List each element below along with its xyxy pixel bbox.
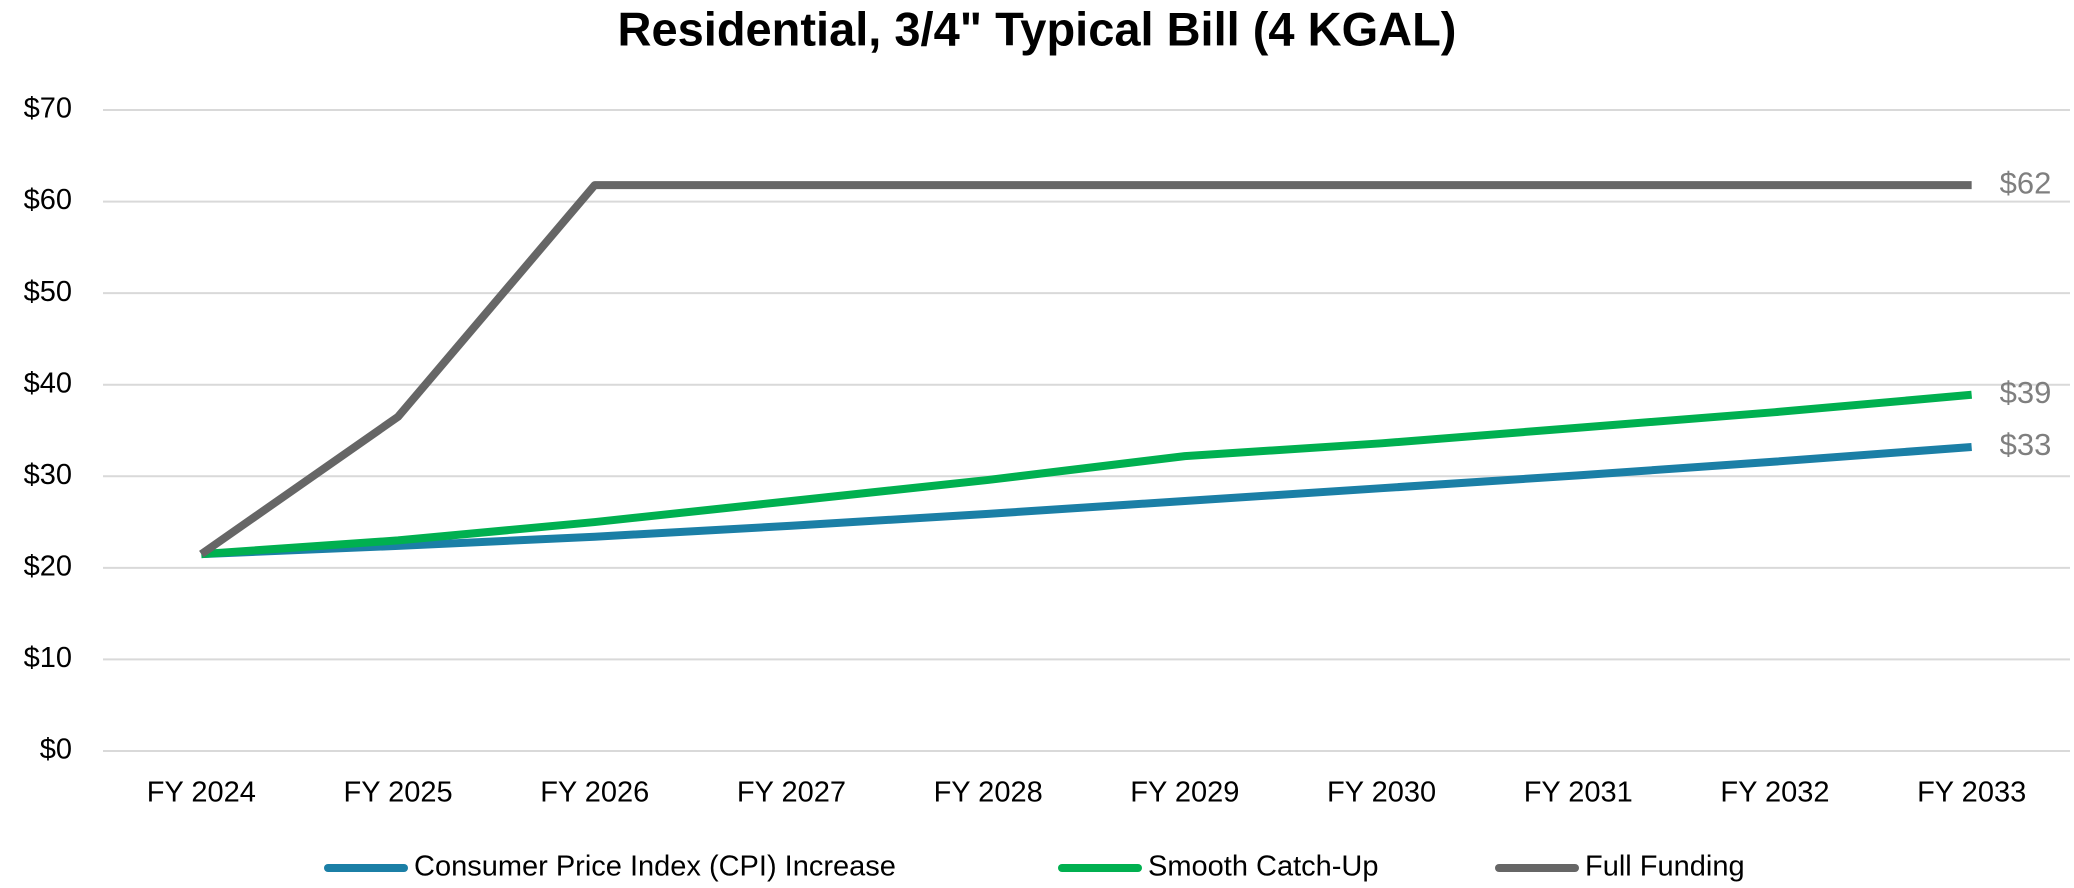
legend-label: Smooth Catch-Up bbox=[1148, 851, 1379, 883]
legend-label: Consumer Price Index (CPI) Increase bbox=[414, 851, 896, 883]
y-tick-label: $10 bbox=[24, 642, 72, 674]
y-tick-label: $60 bbox=[24, 184, 72, 216]
legend-label: Full Funding bbox=[1585, 851, 1745, 883]
y-tick-label: $70 bbox=[24, 93, 72, 125]
y-tick-label: $30 bbox=[24, 459, 72, 491]
x-tick-label: FY 2027 bbox=[737, 777, 846, 809]
x-tick-label: FY 2029 bbox=[1130, 777, 1239, 809]
data-label: $62 bbox=[2000, 165, 2052, 200]
series-line bbox=[199, 181, 1972, 558]
x-tick-label: FY 2024 bbox=[147, 777, 256, 809]
x-tick-label: FY 2032 bbox=[1720, 777, 1829, 809]
x-tick-label: FY 2031 bbox=[1524, 777, 1633, 809]
x-tick-label: FY 2026 bbox=[540, 777, 649, 809]
y-tick-label: $50 bbox=[24, 276, 72, 308]
y-tick-label: $20 bbox=[24, 551, 72, 583]
x-tick-label: FY 2028 bbox=[934, 777, 1043, 809]
x-tick-label: FY 2025 bbox=[343, 777, 452, 809]
series-line bbox=[201, 442, 1972, 559]
y-tick-label: $40 bbox=[24, 367, 72, 399]
x-tick-label: FY 2033 bbox=[1917, 777, 2026, 809]
series-line bbox=[201, 390, 1973, 559]
x-tick-label: FY 2030 bbox=[1327, 777, 1436, 809]
y-tick-label: $0 bbox=[40, 734, 72, 766]
data-label: $33 bbox=[2000, 427, 2052, 462]
data-label: $39 bbox=[2000, 375, 2052, 410]
chart-title: Residential, 3/4" Typical Bill (4 KGAL) bbox=[618, 2, 1457, 55]
